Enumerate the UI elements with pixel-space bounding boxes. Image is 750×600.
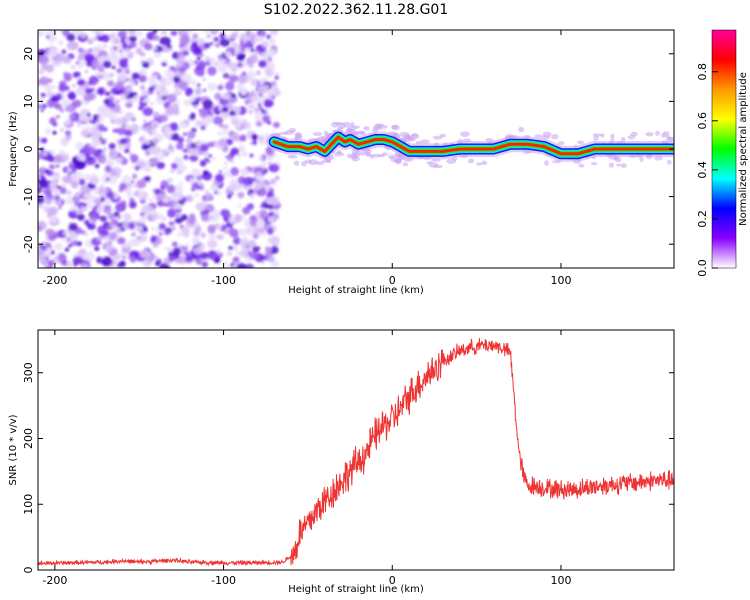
colorbar-tick-label: 0.8 bbox=[696, 63, 709, 81]
spectrogram-y-tick-label: -10 bbox=[22, 188, 35, 206]
snr-y-ticks: 0 100 200 300 bbox=[22, 362, 674, 574]
snr-x-label: Height of straight line (km) bbox=[288, 584, 424, 595]
snr-x-ticks: -200 -100 0 100 bbox=[42, 330, 571, 587]
spectrogram-x-tick-label: -200 bbox=[42, 274, 67, 287]
snr-x-tick-label: 0 bbox=[389, 574, 396, 587]
spectrogram-y-tick-label: 20 bbox=[22, 47, 35, 61]
spectrogram-x-label: Height of straight line (km) bbox=[288, 285, 424, 296]
snr-y-tick-label: 0 bbox=[22, 567, 35, 574]
figure-title: S102.2022.362.11.28.G01 bbox=[264, 2, 449, 18]
colorbar-tick-label: 0.2 bbox=[696, 210, 709, 228]
spectrogram-noise-region bbox=[38, 30, 281, 268]
spectrogram-y-tick-label: 10 bbox=[22, 94, 35, 108]
snr-y-label: SNR (10 * v/v) bbox=[8, 414, 19, 485]
spectrogram-signal-trace bbox=[266, 121, 674, 169]
spectrogram-y-tick-label: -20 bbox=[22, 235, 35, 253]
spectrogram-x-ticks: -200 -100 0 100 bbox=[42, 30, 571, 287]
colorbar-tick-label: 0.6 bbox=[696, 112, 709, 130]
snr-y-tick-label: 200 bbox=[22, 428, 35, 449]
spectrogram-y-ticks: -20 -10 0 10 20 bbox=[22, 47, 674, 253]
snr-series-line bbox=[38, 337, 674, 567]
colorbar-tick-label: 0.0 bbox=[696, 259, 709, 277]
snr-y-tick-label: 300 bbox=[22, 362, 35, 383]
colorbar-label: Normalized spectral amplitude bbox=[738, 72, 749, 226]
spectrogram-x-tick-label: 100 bbox=[550, 274, 571, 287]
snr-y-tick-label: 100 bbox=[22, 494, 35, 515]
spectrogram-y-tick-label: 0 bbox=[22, 146, 35, 153]
snr-x-tick-label: -100 bbox=[211, 574, 236, 587]
spectrogram-x-tick-label: 0 bbox=[389, 274, 396, 287]
snr-frame bbox=[37, 329, 675, 571]
colorbar-ticks: 0.0 0.2 0.4 0.6 0.8 bbox=[696, 63, 718, 277]
spectrogram-x-tick-label: -100 bbox=[211, 274, 236, 287]
snr-x-tick-label: -200 bbox=[42, 574, 67, 587]
colorbar-bar bbox=[711, 29, 737, 269]
snr-line bbox=[38, 337, 674, 567]
snr-panel: -200 -100 0 100 0 100 200 300 Height of straig… bbox=[8, 329, 675, 595]
colorbar-tick-label: 0.4 bbox=[696, 161, 709, 179]
colorbar: 0.0 0.2 0.4 0.6 0.8 Normalized spectral ampl… bbox=[696, 29, 749, 277]
spectrogram-y-label: Frequency (Hz) bbox=[8, 111, 19, 187]
snr-x-tick-label: 100 bbox=[550, 574, 571, 587]
